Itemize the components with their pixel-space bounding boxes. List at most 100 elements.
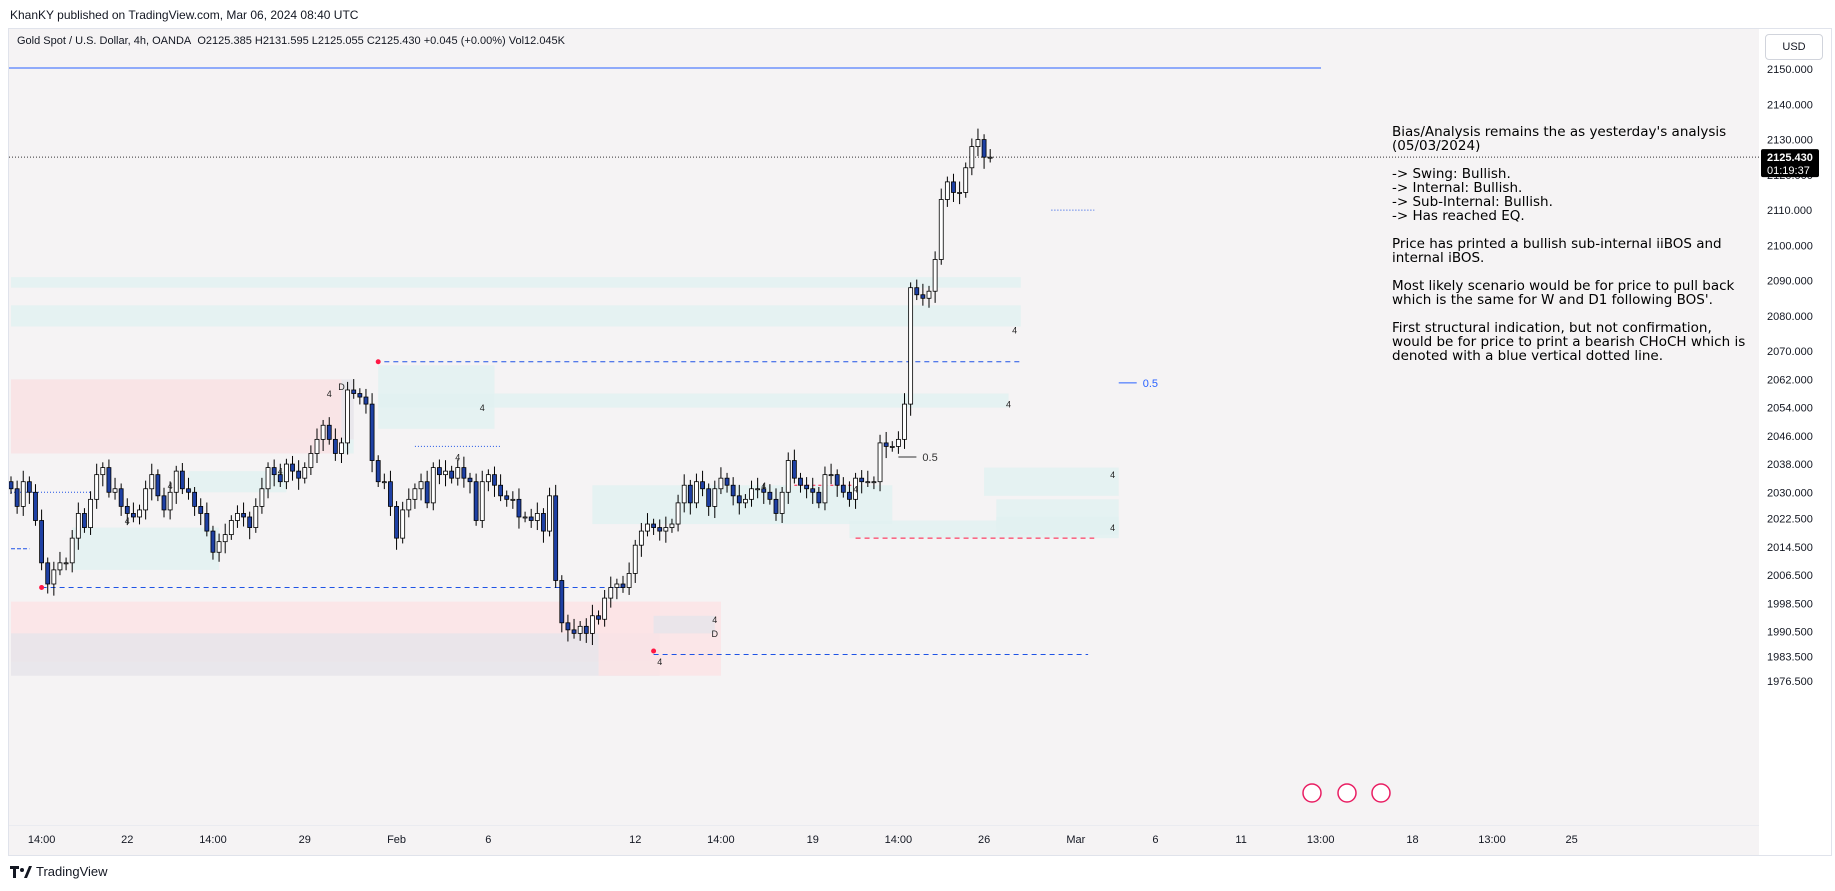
- bias-internal: -> Internal: Bullish.: [1392, 180, 1523, 196]
- zone-label: 4: [761, 481, 766, 491]
- candle-body: [100, 467, 106, 476]
- candle: [9, 476, 14, 495]
- candle: [351, 379, 357, 399]
- candle: [57, 551, 63, 576]
- candle-body: [577, 625, 583, 634]
- zone-label: D: [338, 382, 345, 392]
- candle-body: [920, 294, 926, 299]
- candle: [143, 480, 149, 520]
- candle: [345, 381, 351, 455]
- candle: [565, 614, 571, 642]
- candle-body: [412, 488, 418, 500]
- candle-body: [834, 474, 840, 486]
- zone-8: [72, 527, 220, 570]
- candle-body: [736, 495, 742, 504]
- candle-body: [761, 488, 767, 493]
- candle: [743, 494, 748, 509]
- candle-body: [510, 498, 516, 501]
- candle-body: [473, 481, 479, 521]
- x-tick-label: 14:00: [28, 834, 56, 846]
- candle-body: [773, 498, 779, 514]
- candle-body: [369, 403, 375, 461]
- currency-button[interactable]: USD: [1765, 34, 1823, 60]
- candle: [51, 561, 57, 596]
- candle: [167, 481, 173, 520]
- price-axis[interactable]: 2150.0002140.0002130.0002120.0002110.000…: [1759, 29, 1831, 855]
- swing-point-0: [375, 359, 381, 365]
- candle: [326, 417, 332, 445]
- candle-body: [791, 460, 797, 479]
- us-flag-icon[interactable]: [1371, 783, 1391, 803]
- candle: [822, 466, 828, 511]
- candle: [596, 610, 601, 625]
- candle: [241, 502, 246, 527]
- candle-body: [461, 467, 467, 479]
- candle-body: [265, 467, 271, 490]
- candle: [920, 283, 926, 306]
- candle: [981, 134, 987, 169]
- candle-body: [424, 481, 430, 504]
- swing-point-2: [651, 648, 657, 654]
- candle: [987, 149, 993, 163]
- candle: [944, 176, 950, 207]
- candle: [902, 393, 907, 449]
- candle-body: [271, 467, 277, 476]
- candle: [332, 428, 338, 461]
- candle-body: [339, 442, 344, 454]
- candle: [559, 575, 565, 633]
- candle-body: [20, 481, 26, 507]
- candle: [553, 484, 559, 588]
- candle: [26, 476, 32, 504]
- time-axis[interactable]: 14:00 22 14:00 29 Feb 6 12 14:00 19 14:00 26 Mar 6 11…: [9, 825, 1759, 855]
- candle: [69, 530, 75, 573]
- candle: [198, 498, 204, 526]
- candle: [449, 465, 455, 484]
- candle-body: [418, 481, 424, 490]
- candle: [473, 473, 479, 526]
- zone-label: 4: [125, 516, 130, 526]
- candle-body: [694, 481, 699, 504]
- x-tick-label: Mar: [1066, 834, 1085, 846]
- candle-body: [712, 488, 718, 507]
- candle: [798, 472, 803, 493]
- candle-body: [51, 569, 57, 585]
- candle: [498, 474, 504, 502]
- candle-body: [326, 424, 332, 440]
- zone-0: [11, 277, 1021, 288]
- candle: [779, 486, 785, 523]
- candle: [834, 469, 840, 497]
- candle-body: [902, 403, 907, 440]
- symbol-legend[interactable]: Gold Spot / U.S. Dollar, 4h, OANDA O2125…: [17, 35, 565, 47]
- candle: [424, 470, 430, 509]
- candle-body: [259, 488, 265, 507]
- candle: [718, 467, 724, 495]
- candle-body: [565, 622, 571, 631]
- symbol-name[interactable]: Gold Spot / U.S. Dollar, 4h, OANDA: [17, 35, 192, 47]
- zone-4: [11, 379, 342, 454]
- candle-body: [149, 474, 155, 490]
- candle-body: [553, 495, 559, 581]
- candle: [290, 455, 295, 481]
- candle: [400, 501, 406, 544]
- candle: [951, 173, 956, 202]
- candle-body: [63, 562, 69, 565]
- candle-body: [124, 505, 130, 514]
- candle-body: [430, 467, 436, 504]
- events-lightning-icon[interactable]: [1302, 783, 1322, 803]
- bias-list: -> Swing: Bullish. -> Internal: Bullish.…: [1392, 167, 1752, 223]
- candle: [155, 469, 161, 502]
- price-label-countdown: 01:19:37: [1767, 165, 1810, 177]
- chart-pane[interactable]: 4 D 4 4 4 4 4 4 D 4 4 4 4 4 4 4 0.5 0.5: [9, 29, 1759, 855]
- tradingview-brand[interactable]: TradingView: [10, 864, 108, 879]
- candle-body: [332, 438, 338, 454]
- candle-body: [69, 537, 75, 564]
- zone-11: [984, 467, 1119, 496]
- candle-body: [253, 505, 259, 528]
- candle-body: [320, 424, 326, 440]
- candle-body: [547, 495, 552, 532]
- candle-body: [118, 488, 124, 507]
- chart-frame[interactable]: 4 D 4 4 4 4 4 4 D 4 4 4 4 4 4 4 0.5 0.5 Gold Spot / U.S. …: [8, 28, 1832, 856]
- zone-1: [11, 305, 1021, 327]
- us-flag-icon[interactable]: [1337, 783, 1357, 803]
